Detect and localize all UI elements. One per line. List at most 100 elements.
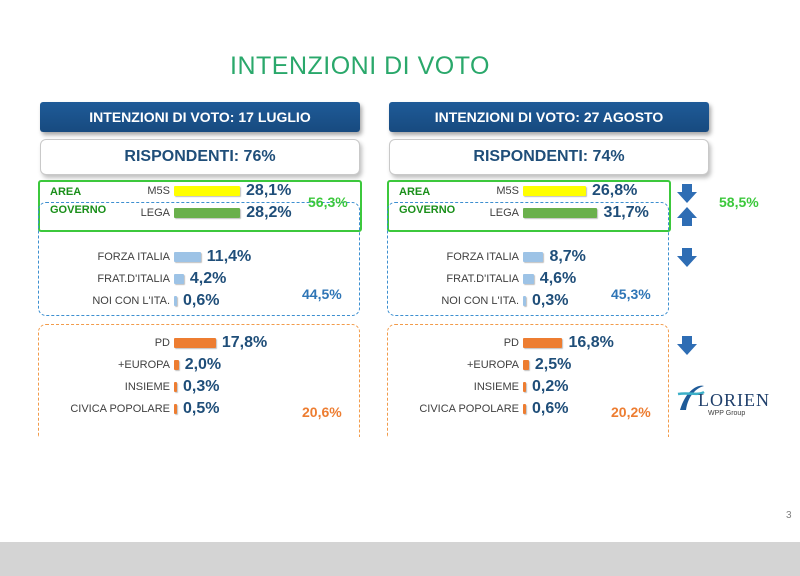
bar — [174, 404, 177, 414]
area-label: AREA — [50, 186, 82, 198]
bar — [523, 252, 544, 262]
page-number: 3 — [786, 510, 792, 521]
party-label: FORZA ITALIA — [97, 251, 170, 263]
party-label: NOI CON L'ITA. — [92, 295, 170, 307]
centrodestra-box — [387, 202, 669, 316]
party-label: FORZA ITALIA — [446, 251, 519, 263]
bar-row: INSIEME 0,3% — [40, 376, 360, 398]
bar — [174, 382, 177, 392]
bar — [523, 338, 563, 348]
party-label: +EUROPA — [117, 359, 170, 371]
total-area-governo: 56,3% — [308, 194, 348, 210]
data-label: 16,8% — [568, 334, 614, 351]
bar-row: +EUROPA 2,0% — [40, 354, 360, 376]
data-label: 4,2% — [189, 270, 227, 287]
data-label: 2,0% — [184, 356, 222, 373]
bar-row: +EUROPA 2,5% — [389, 354, 709, 376]
lorien-logo-icon — [677, 385, 705, 410]
total-centrosinistra: 20,2% — [611, 404, 651, 420]
data-label: 0,2% — [532, 378, 569, 395]
party-label: CIVICA POPOLARE — [419, 403, 519, 415]
bar — [523, 186, 586, 196]
party-label: NOI CON L'ITA. — [441, 295, 519, 307]
party-label: +EUROPA — [466, 359, 519, 371]
bar — [174, 296, 177, 306]
data-label: 11,4% — [206, 248, 252, 265]
bar — [174, 360, 179, 370]
data-label: 2,5% — [534, 356, 572, 373]
data-label: 0,3% — [532, 292, 569, 309]
bar-row: M5S 26,8% — [389, 180, 709, 202]
footer-bar — [0, 542, 800, 576]
party-label: INSIEME — [124, 381, 170, 393]
trend-arrow-down-icon — [677, 336, 697, 355]
bar — [174, 252, 201, 262]
party-label: PD — [503, 337, 519, 349]
bar — [523, 360, 529, 370]
logo-subtext: WPP Group — [708, 410, 746, 417]
bar — [523, 208, 598, 218]
data-label: 26,8% — [591, 182, 638, 199]
party-label: M5S — [496, 185, 519, 197]
party-label: CIVICA POPOLARE — [70, 403, 170, 415]
data-label: 0,6% — [183, 292, 220, 309]
total-centrodestra: 44,5% — [302, 286, 342, 302]
party-label: PD — [154, 337, 170, 349]
bar-row: CIVICA POPOLARE 0,5% — [40, 398, 360, 420]
total-area-governo: 58,5% — [719, 194, 759, 210]
trend-arrow-down-icon — [677, 248, 697, 267]
bar — [523, 274, 534, 284]
panel-header: INTENZIONI DI VOTO: 17 LUGLIO — [40, 102, 360, 132]
party-label: INSIEME — [473, 381, 519, 393]
bar — [174, 274, 184, 284]
bar-row: NOI CON L'ITA. 0,3% — [389, 290, 709, 312]
data-label: 31,7% — [603, 204, 649, 221]
bar-row: FRAT.D'ITALIA 4,6% — [389, 268, 709, 290]
bar-row: LEGA 31,7% — [389, 202, 709, 224]
data-label: 17,8% — [221, 334, 268, 351]
trend-arrow-up-icon — [677, 207, 697, 226]
party-label: LEGA — [489, 207, 519, 219]
total-centrodestra: 45,3% — [611, 286, 651, 302]
bar-row: FRAT.D'ITALIA 4,2% — [40, 268, 360, 290]
bar — [523, 404, 526, 414]
bar-row: INSIEME 0,2% — [389, 376, 709, 398]
lorien-logo: LORIEN WPP Group — [676, 378, 776, 424]
total-centrosinistra: 20,6% — [302, 404, 342, 420]
respondents-box: RISPONDENTI: 74% — [389, 139, 709, 175]
bar-row: NOI CON L'ITA. 0,6% — [40, 290, 360, 312]
governo-label: GOVERNO — [50, 204, 107, 216]
bar — [174, 338, 216, 348]
logo-text: LORIEN — [698, 390, 770, 410]
centrosinistra-box — [387, 324, 669, 437]
bar-row: FORZA ITALIA 8,7% — [389, 246, 709, 268]
respondents-box: RISPONDENTI: 76% — [40, 139, 360, 175]
data-label: 28,1% — [246, 182, 292, 199]
centrosinistra-box — [38, 324, 360, 437]
data-label: 0,5% — [183, 400, 220, 417]
bar — [174, 186, 241, 196]
panel-27-agosto: INTENZIONI DI VOTO: 27 AGOSTO RISPONDENT… — [387, 102, 759, 437]
panel-17-luglio: INTENZIONI DI VOTO: 17 LUGLIO RISPONDENT… — [38, 102, 362, 437]
data-label: 0,3% — [183, 378, 220, 395]
centrodestra-box — [38, 202, 360, 316]
party-label: M5S — [147, 185, 170, 197]
data-label: 4,6% — [539, 270, 577, 287]
bar — [523, 382, 526, 392]
party-label: LEGA — [140, 207, 170, 219]
bar-row: PD 16,8% — [389, 332, 709, 354]
bar — [174, 208, 241, 218]
bar — [523, 296, 526, 306]
bar-row: M5S 28,1% — [40, 180, 360, 202]
panel-header: INTENZIONI DI VOTO: 27 AGOSTO — [389, 102, 709, 132]
bar-row: PD 17,8% — [40, 332, 360, 354]
trend-arrow-down-icon — [677, 184, 697, 203]
data-label: 28,2% — [246, 204, 292, 221]
data-label: 8,7% — [549, 248, 586, 265]
area-label: AREA — [399, 186, 431, 198]
bar-row: CIVICA POPOLARE 0,6% — [389, 398, 709, 420]
governo-label: GOVERNO — [399, 204, 456, 216]
party-label: FRAT.D'ITALIA — [97, 273, 170, 285]
party-label: FRAT.D'ITALIA — [446, 273, 519, 285]
slide-title: INTENZIONI DI VOTO — [230, 52, 490, 80]
